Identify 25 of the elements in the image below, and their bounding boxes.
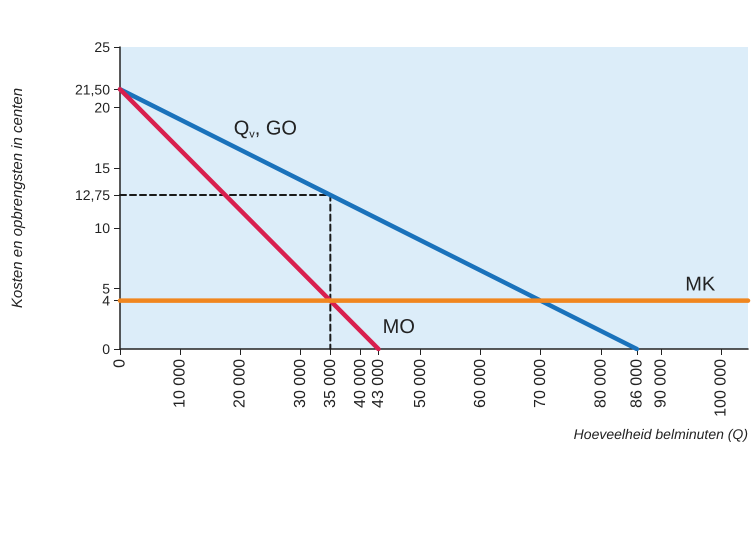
series-label: MO: [382, 316, 415, 338]
x-tick-label: 40 000: [352, 358, 369, 408]
y-tick-label: 12,75: [74, 186, 110, 203]
series-label: MK: [685, 274, 716, 296]
x-tick-label: 80 000: [592, 358, 610, 408]
y-tick-label: 25: [94, 39, 110, 55]
y-tick-label: 0: [102, 341, 110, 357]
x-axis-title: Hoeveelheid belminuten (Q): [574, 426, 748, 442]
x-tick-label: 70 000: [532, 358, 550, 408]
y-axis-title: Kosten en opbrengsten in centen: [9, 88, 26, 308]
x-tick-label: 100 000: [712, 358, 730, 417]
x-tick-label: 30 000: [292, 358, 309, 408]
x-tick-label: 50 000: [412, 358, 429, 408]
x-tick-label: 86 000: [628, 358, 646, 408]
x-tick-label: 10 000: [172, 358, 189, 408]
y-tick-label: 21,50: [74, 81, 110, 98]
x-tick-label: 35 000: [322, 358, 339, 408]
x-tick-label: 43 000: [370, 358, 387, 408]
y-tick-label: 10: [94, 220, 110, 236]
x-tick-label: 90 000: [652, 358, 670, 408]
x-tick-label: 0: [112, 358, 128, 368]
y-tick-label: 20: [94, 99, 110, 116]
y-tick-label: 15: [94, 160, 110, 176]
x-tick-label: 20 000: [232, 358, 249, 408]
x-tick-label: 60 000: [472, 358, 490, 408]
